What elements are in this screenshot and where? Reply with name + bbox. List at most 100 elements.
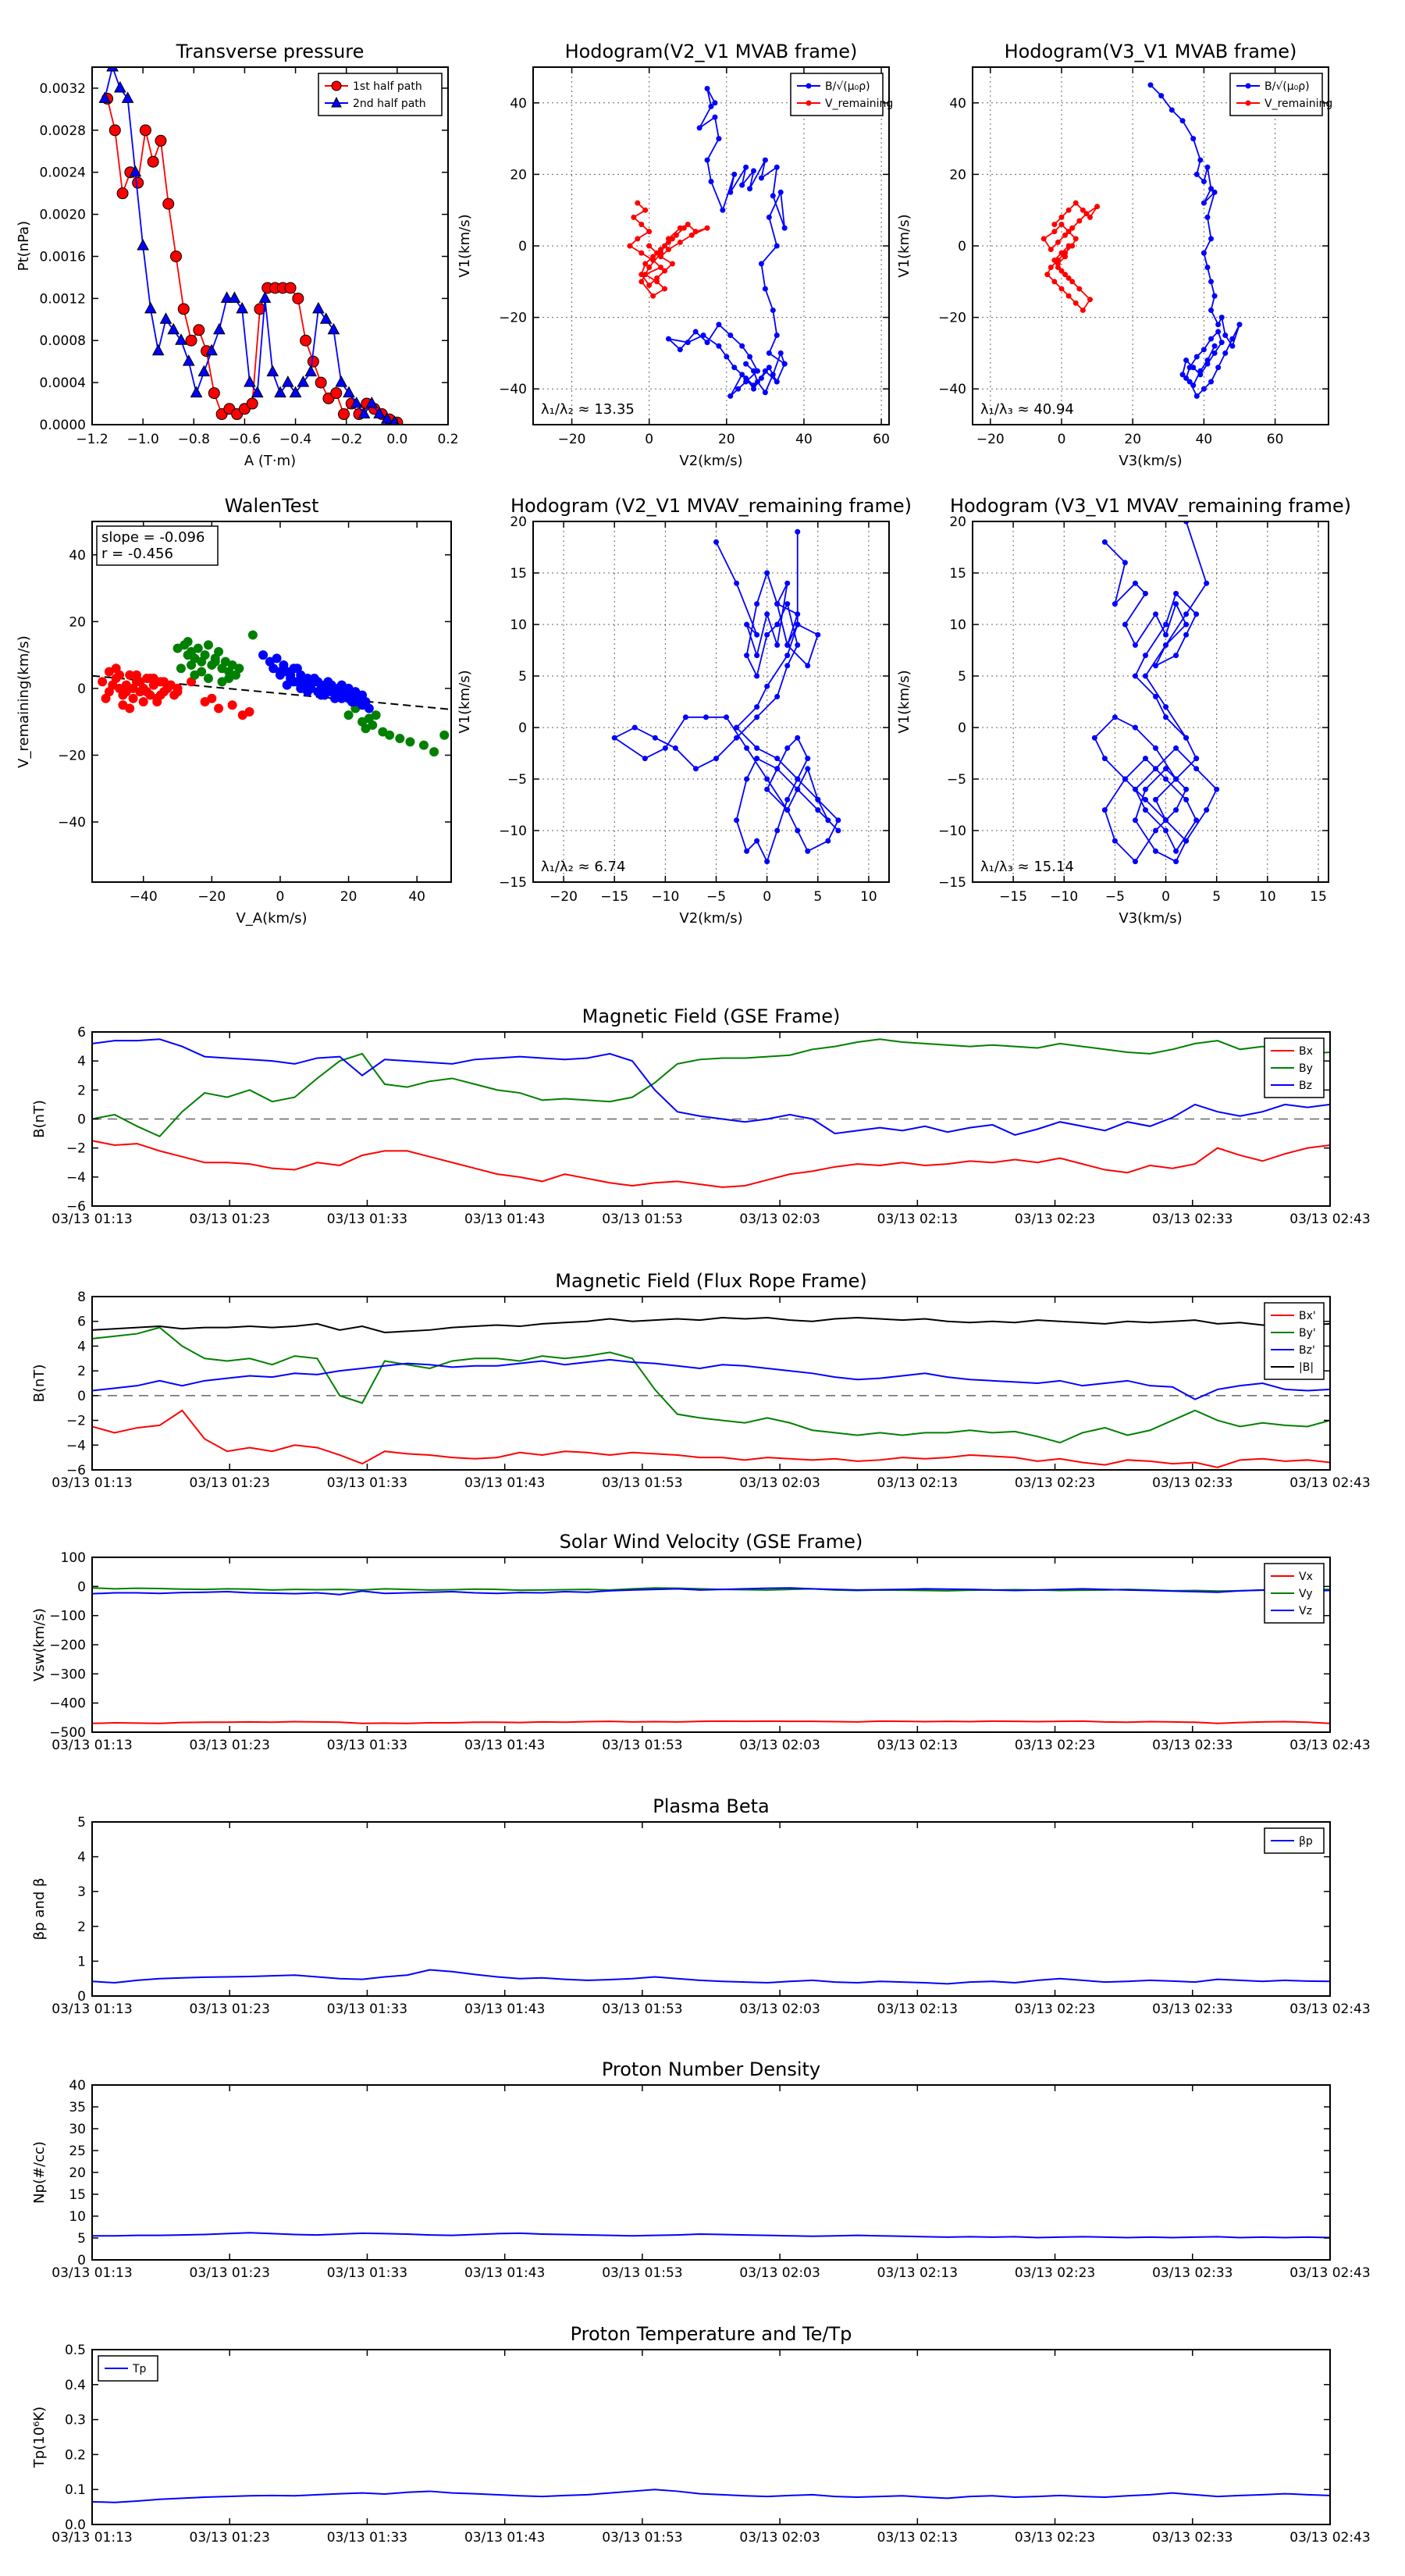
data-point — [754, 653, 760, 659]
data-point — [1112, 714, 1118, 720]
data-point — [642, 207, 649, 213]
data-point — [754, 632, 760, 638]
data-point — [685, 340, 691, 346]
y-axis-label: Pt(nPa) — [16, 221, 32, 271]
annotation-text: λ₁/λ₂ ≈ 13.35 — [541, 401, 635, 418]
data-point — [139, 124, 151, 137]
legend-label: B/√(μ₀ρ) — [1264, 80, 1310, 93]
x-tick-label: 03/13 01:33 — [327, 2265, 407, 2281]
y-tick-label: −15 — [499, 875, 527, 891]
data-point — [1055, 239, 1061, 245]
series-0-line — [92, 2232, 1330, 2239]
data-point — [1122, 560, 1128, 566]
y-tick-label: 35 — [69, 2100, 86, 2115]
y-tick-label: 0 — [518, 239, 527, 254]
data-point — [1218, 340, 1225, 346]
data-point — [774, 164, 780, 170]
data-point — [1222, 333, 1229, 338]
data-point — [167, 322, 180, 335]
x-tick-label: −40 — [130, 889, 158, 905]
y-tick-label: −400 — [49, 1696, 86, 1712]
data-point — [744, 745, 750, 751]
y-tick-label: 8 — [77, 1290, 86, 1305]
data-point — [1055, 261, 1061, 267]
legend-label: V_remaining — [825, 98, 893, 110]
data-point — [1142, 673, 1148, 679]
y-tick-label: 0 — [77, 2253, 86, 2268]
data-point — [669, 236, 675, 242]
data-point — [762, 286, 768, 292]
data-point — [739, 182, 745, 188]
data-point — [1197, 368, 1204, 374]
data-point — [1173, 807, 1179, 813]
data-point — [1062, 272, 1069, 278]
data-point — [795, 611, 801, 617]
y-tick-label: 30 — [69, 2122, 86, 2137]
data-point — [1153, 848, 1159, 854]
data-point — [754, 745, 760, 751]
data-point — [795, 827, 801, 834]
data-point — [727, 333, 734, 338]
data-point — [357, 407, 371, 419]
data-point — [1065, 229, 1072, 235]
y-tick-label: 0 — [77, 681, 86, 697]
data-point — [137, 238, 149, 251]
data-point — [1058, 222, 1065, 228]
data-point — [770, 307, 776, 313]
data-point — [1065, 293, 1072, 299]
x-tick-label: 03/13 01:33 — [327, 1738, 407, 1753]
data-point — [1208, 236, 1215, 242]
data-point — [1183, 375, 1190, 381]
data-point — [764, 776, 770, 782]
data-point — [1142, 653, 1148, 659]
series-0-line — [613, 532, 839, 863]
data-point — [251, 386, 264, 398]
data-point — [1101, 807, 1108, 813]
data-point — [784, 642, 791, 648]
data-point — [1076, 218, 1083, 224]
data-point — [187, 660, 197, 670]
data-point — [193, 324, 205, 336]
x-tick-label: 03/13 02:33 — [1152, 2265, 1232, 2281]
data-point — [677, 239, 683, 245]
data-point — [764, 786, 770, 792]
data-point — [319, 312, 333, 324]
data-point — [1208, 379, 1215, 385]
x-tick-label: 03/13 01:43 — [464, 2265, 545, 2281]
x-tick-label: 03/13 01:53 — [602, 1738, 682, 1753]
data-point — [638, 222, 645, 228]
legend-label: V_remaining — [1264, 98, 1332, 110]
plot-area — [627, 85, 788, 399]
data-point — [1069, 225, 1076, 231]
data-point — [1183, 796, 1190, 802]
y-tick-label: −2 — [66, 1141, 86, 1157]
y-axis-label: V1(km/s) — [896, 214, 912, 277]
data-point — [1163, 704, 1169, 710]
x-tick-label: 03/13 01:43 — [464, 1212, 545, 1227]
y-tick-label: 5 — [518, 669, 527, 685]
chart-np: 0 5 10 15 20 25 30 35 40 03/13 01:13 03/13 01:23 03… — [31, 2058, 1371, 2281]
data-point — [815, 796, 821, 802]
data-point — [638, 272, 645, 278]
y-axis-label: B(nT) — [31, 1364, 48, 1403]
data-point — [681, 225, 687, 231]
y-tick-label: −4 — [66, 1170, 86, 1186]
data-point — [326, 687, 336, 697]
data-point — [654, 275, 660, 281]
y-axis-label: V1(km/s) — [457, 670, 473, 733]
data-point — [1183, 735, 1190, 741]
data-point — [147, 155, 159, 168]
chart-title: Proton Temperature and Te/Tp — [571, 2323, 852, 2345]
data-point — [739, 343, 745, 349]
y-tick-label: 0.0016 — [40, 249, 86, 265]
data-point — [758, 261, 764, 267]
data-point — [1204, 264, 1211, 270]
x-tick-label: −5 — [1105, 889, 1125, 905]
data-point — [627, 243, 633, 249]
data-point — [1193, 611, 1200, 617]
data-point — [766, 365, 772, 371]
data-point — [1072, 200, 1079, 206]
data-point — [373, 407, 386, 419]
chart-hodo2: −40 −20 0 20 40 −20 0 20 40 60 Hodogram(V3_V1 MVAB… — [896, 41, 1332, 469]
data-point — [702, 714, 709, 720]
